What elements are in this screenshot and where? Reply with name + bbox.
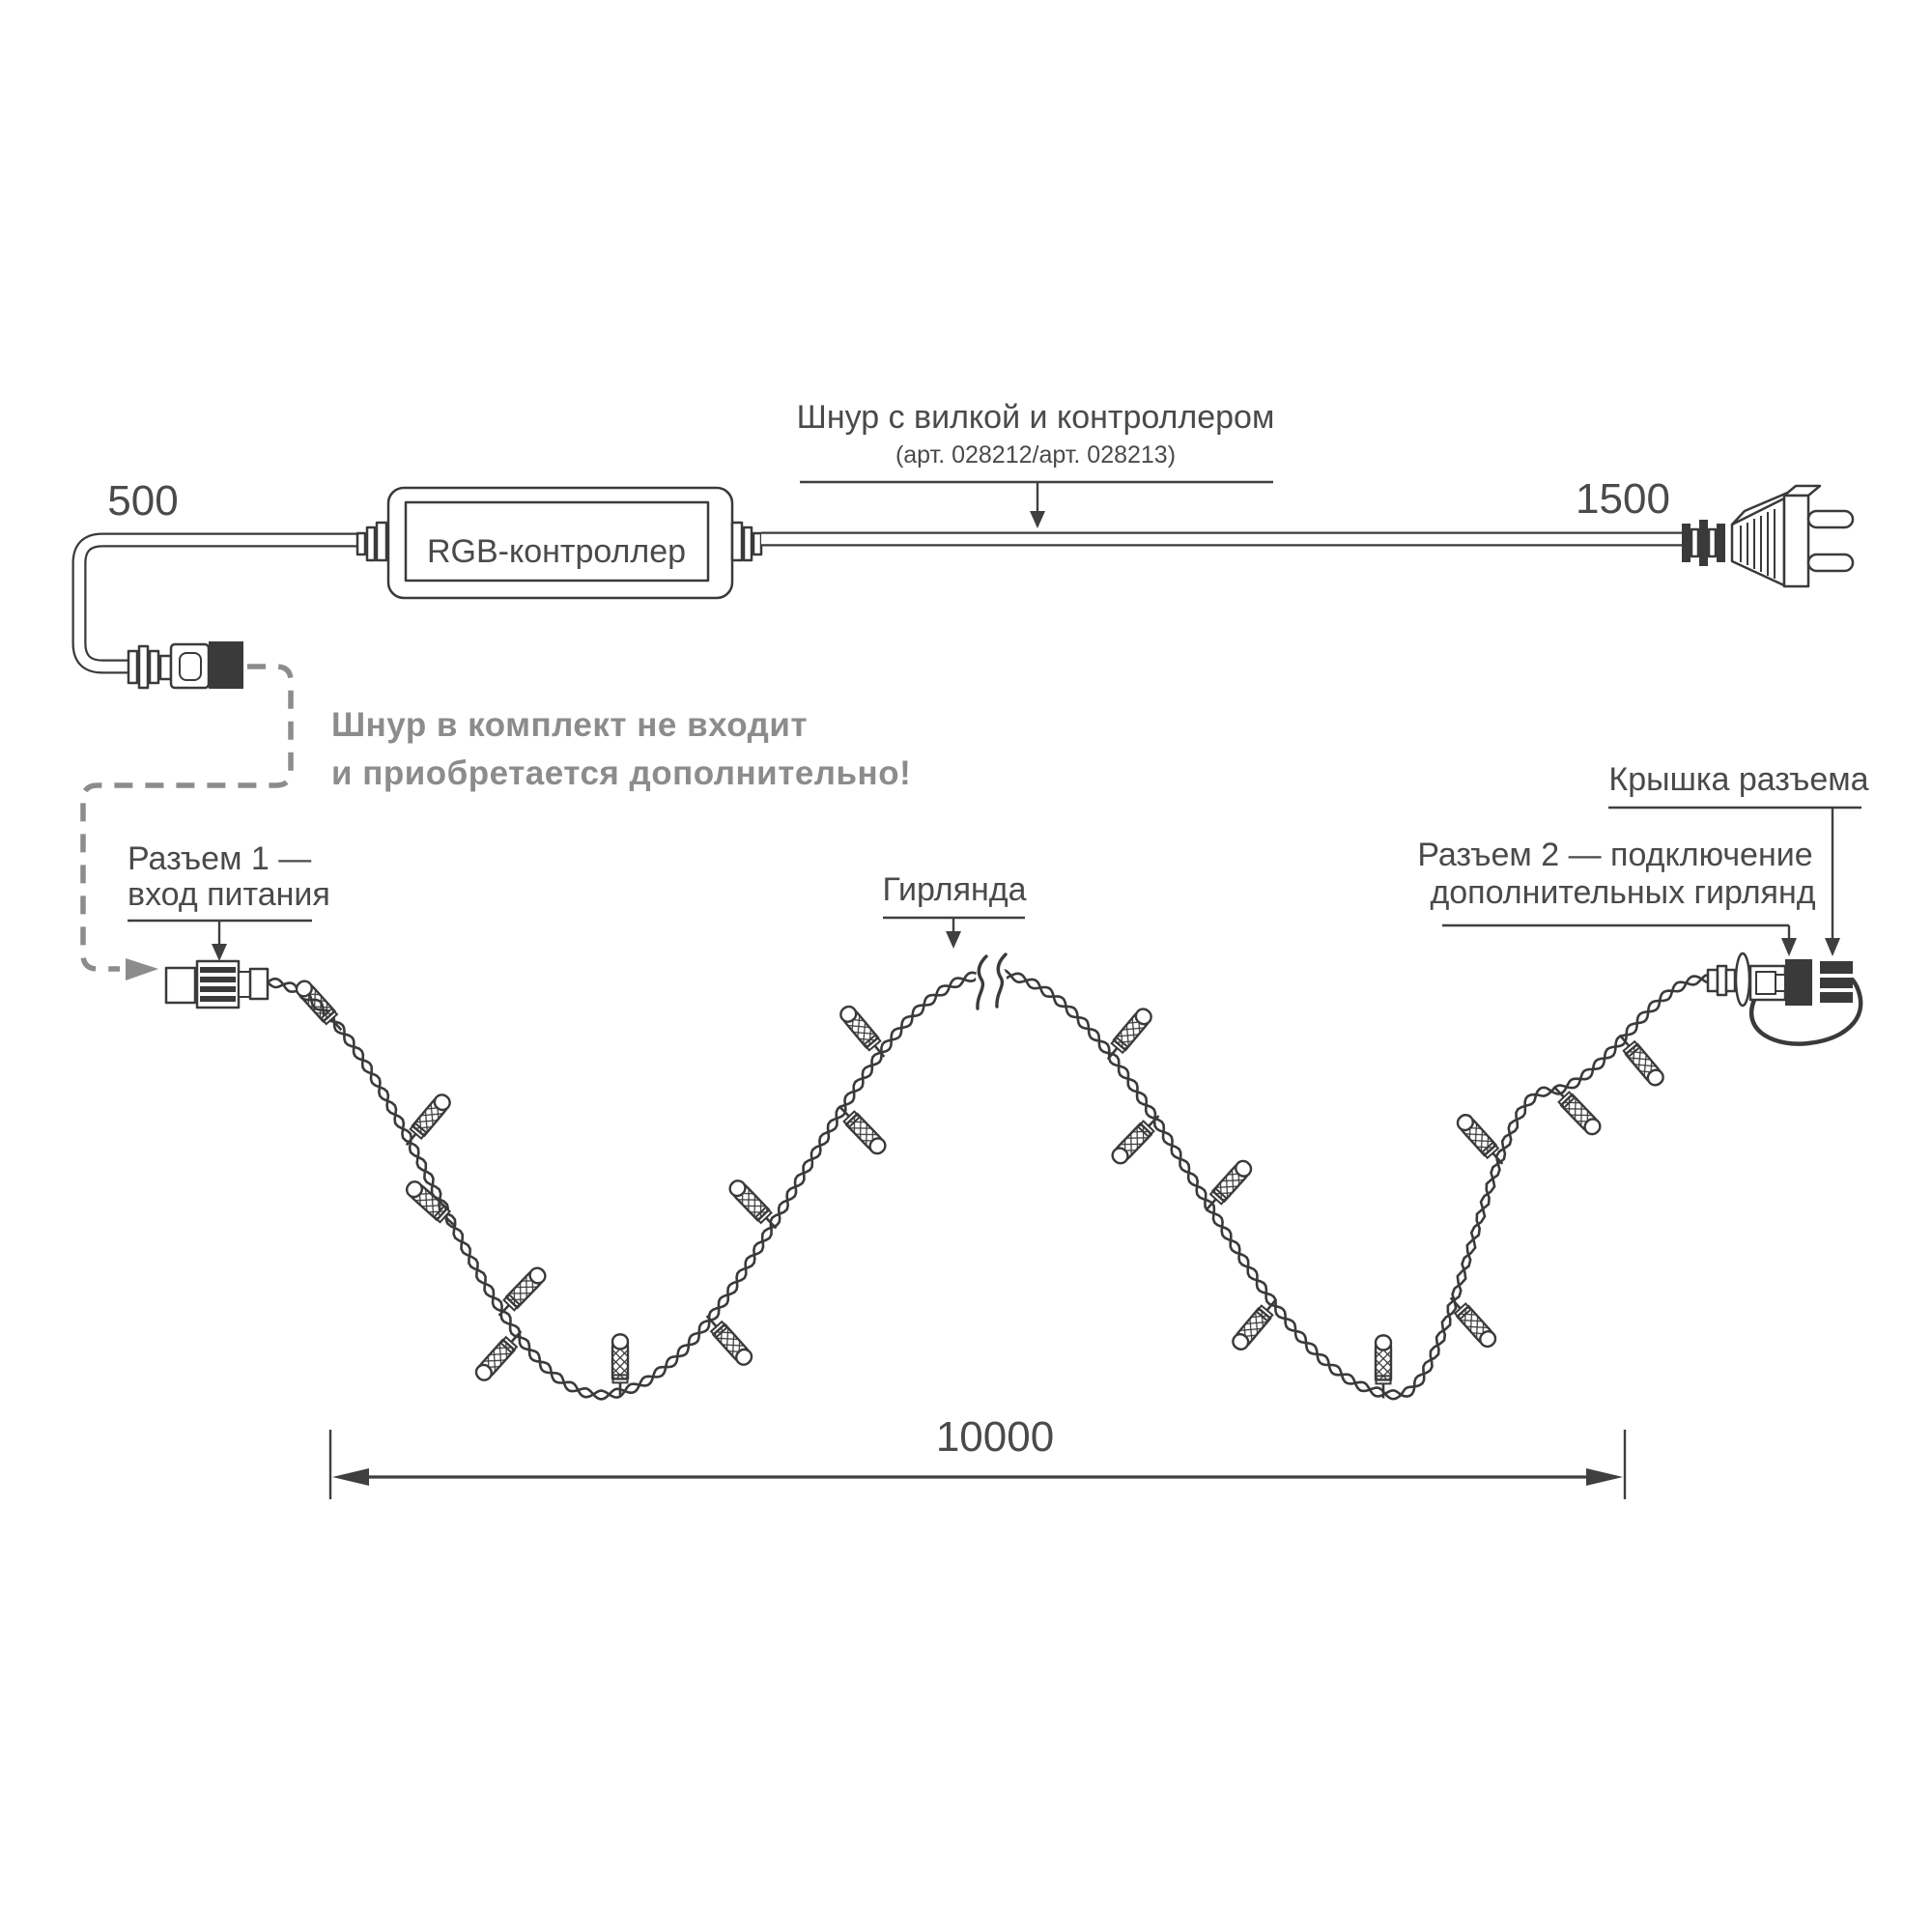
cap-label: Крышка разъема — [1608, 761, 1868, 798]
led-lamp — [705, 1315, 753, 1366]
garland-label-block: Гирлянда — [882, 871, 1027, 949]
wire-break-mark — [976, 952, 1008, 1010]
note-line1: Шнур в комплект не входит — [331, 706, 808, 744]
led-lamp — [1232, 1298, 1278, 1351]
garland-lamps — [295, 980, 1664, 1399]
garland-label: Гирлянда — [882, 871, 1026, 908]
led-lamp — [405, 1180, 457, 1228]
power-input-connector — [127, 641, 243, 690]
led-lamp — [1205, 1159, 1253, 1211]
led-lamp — [497, 1266, 547, 1317]
dim-1500: 1500 — [1576, 475, 1670, 523]
power-plug — [1682, 484, 1855, 588]
led-lamp — [295, 980, 343, 1032]
cap-tether-cord — [1749, 972, 1863, 1046]
cord-title: Шнур с вилкой и контроллером — [797, 399, 1275, 436]
rgb-controller-box: RGB-контроллер — [355, 486, 763, 600]
led-lamp — [474, 1330, 523, 1381]
controller-label: RGB-контроллер — [427, 533, 686, 570]
led-lamp — [1374, 1334, 1393, 1399]
dim-10000: 10000 — [936, 1413, 1054, 1461]
connector1-label-line1: Разъем 1 — — [128, 840, 311, 877]
garland-connector2 — [1706, 952, 1863, 1046]
led-lamp — [1552, 1086, 1602, 1136]
cord-article-numbers: (арт. 028212/арт. 028213) — [895, 441, 1176, 469]
connector1-label-block: Разъем 1 — вход питания — [128, 840, 330, 961]
led-lamp — [405, 1094, 451, 1147]
garland-dimension: 10000 — [328, 1413, 1627, 1499]
cap-label-block: Крышка разъема — [1608, 761, 1869, 956]
led-lamp — [611, 1333, 630, 1398]
note-line2: и приобретается дополнительно! — [331, 754, 911, 792]
not-included-link — [80, 664, 294, 980]
led-lamp — [1111, 1115, 1160, 1165]
connector2-cap — [1820, 961, 1853, 1003]
connector2-plug — [1785, 959, 1812, 1006]
led-lamp — [1456, 1114, 1504, 1165]
led-lamp — [1618, 1034, 1664, 1087]
led-lamp — [839, 1005, 886, 1058]
led-lamp — [1449, 1296, 1497, 1349]
cord-title-block: Шнур с вилкой и контроллером (арт. 02821… — [797, 399, 1275, 528]
power-cord-500 — [71, 532, 359, 674]
dim-500: 500 — [107, 477, 178, 525]
led-lamp — [728, 1179, 778, 1230]
led-lamp — [838, 1105, 887, 1155]
connector2-label-line2: дополнительных гирлянд — [1430, 874, 1815, 911]
led-lamp — [1106, 1008, 1152, 1061]
note-block: Шнур в комплект не входит и приобретаетс… — [331, 706, 911, 792]
connector2-label-block: Разъем 2 — подключение дополнительных ги… — [1417, 837, 1816, 956]
connector2-label-line1: Разъем 2 — подключение — [1417, 837, 1812, 873]
garland-connector1 — [164, 959, 270, 1009]
connector1-label-line2: вход питания — [128, 876, 330, 913]
